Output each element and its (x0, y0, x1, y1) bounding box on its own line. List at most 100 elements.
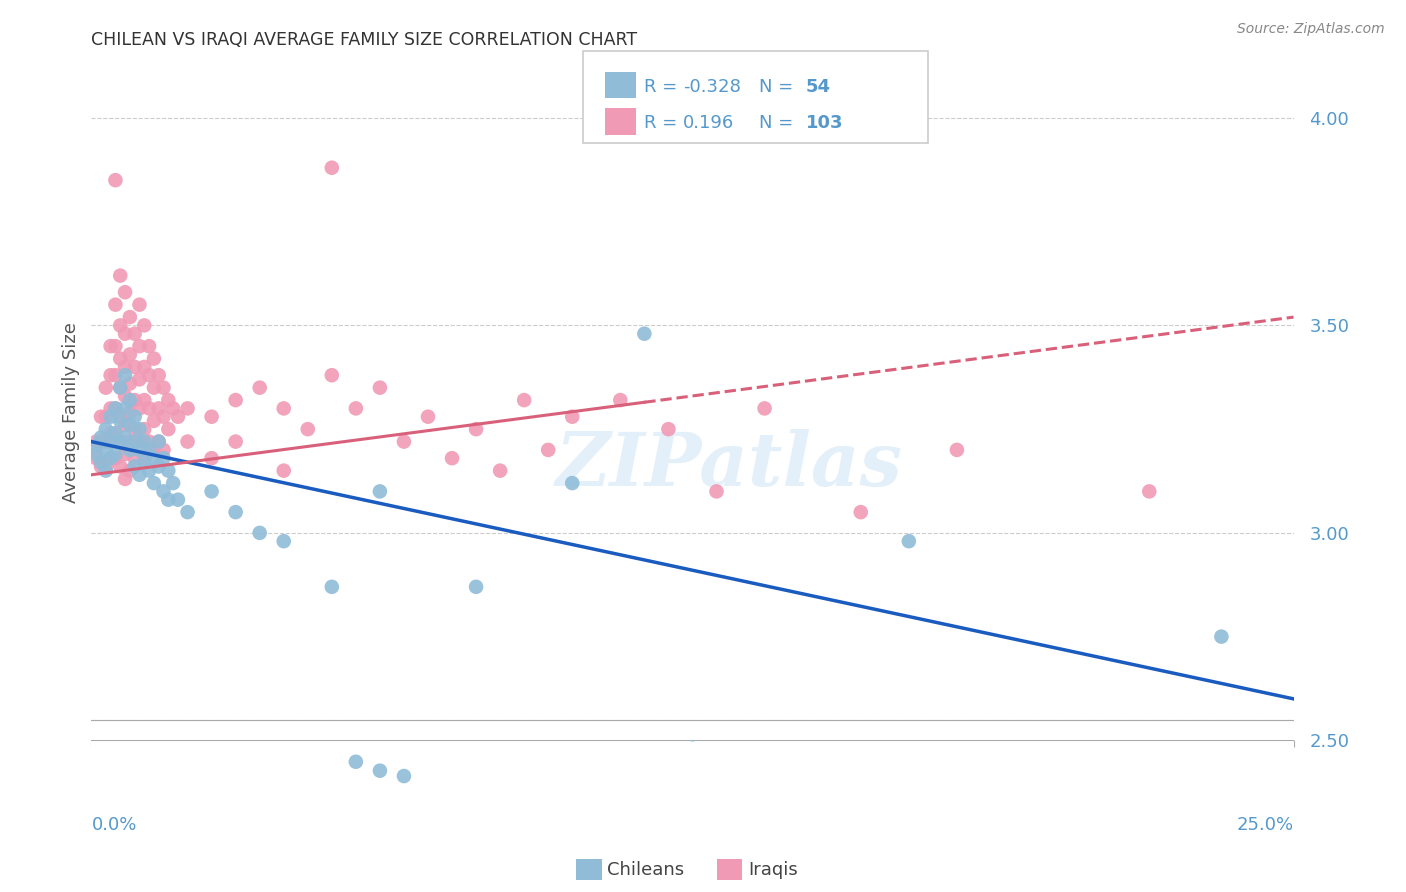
Point (124, 434, 146, 449)
Point (128, 434, 150, 449)
Point (392, 434, 415, 449)
Point (128, 339, 150, 353)
Point (134, 451, 156, 466)
Point (344, 755, 367, 769)
Point (142, 381, 165, 395)
Point (152, 409, 174, 424)
Point (104, 401, 127, 416)
Point (104, 339, 127, 353)
Point (110, 351, 132, 366)
Point (167, 409, 190, 424)
Point (946, 442, 969, 457)
Point (465, 580, 488, 594)
Point (249, 525, 271, 540)
Point (100, 368, 122, 383)
Point (114, 430, 136, 444)
Point (114, 359, 136, 374)
Point (90, 455, 112, 469)
Point (273, 401, 295, 416)
Text: Chileans: Chileans (607, 861, 685, 879)
Text: 0.0%: 0.0% (91, 816, 136, 834)
Point (104, 401, 127, 416)
Point (128, 422, 150, 436)
Point (138, 464, 160, 478)
Point (104, 447, 127, 461)
Point (100, 434, 122, 449)
Point (142, 414, 165, 428)
Point (754, 401, 776, 416)
Point (157, 464, 180, 478)
Point (134, 455, 156, 469)
Text: N =: N = (759, 78, 799, 95)
Point (104, 426, 127, 441)
Point (118, 442, 141, 457)
Text: -0.328: -0.328 (683, 78, 741, 95)
Point (152, 381, 174, 395)
Point (142, 442, 165, 457)
Point (1137, 484, 1160, 499)
Point (94, 422, 117, 436)
Point (114, 368, 136, 383)
Point (114, 285, 136, 300)
Point (100, 451, 122, 466)
Point (225, 505, 247, 519)
Point (84, 451, 107, 466)
Text: ZIPatlas: ZIPatlas (555, 429, 903, 501)
Point (110, 459, 132, 474)
Point (249, 381, 271, 395)
Point (142, 451, 165, 466)
Point (138, 442, 160, 457)
Point (128, 372, 150, 386)
Point (416, 409, 439, 424)
Point (176, 401, 198, 416)
Point (104, 298, 127, 312)
Text: 54: 54 (806, 78, 831, 95)
Point (114, 389, 136, 403)
Point (138, 368, 160, 383)
Point (94, 459, 117, 474)
Point (148, 434, 170, 449)
Point (142, 351, 165, 366)
Point (561, 409, 583, 424)
Point (176, 505, 198, 519)
Text: R =: R = (644, 114, 683, 132)
Point (148, 401, 170, 416)
Point (110, 434, 132, 449)
Point (148, 459, 170, 474)
Point (118, 434, 141, 449)
Text: Iraqis: Iraqis (748, 861, 797, 879)
Point (162, 476, 184, 491)
Point (134, 393, 156, 408)
Point (100, 409, 122, 424)
Point (100, 451, 122, 466)
Point (138, 434, 160, 449)
Point (110, 381, 132, 395)
Point (124, 359, 146, 374)
Point (176, 434, 198, 449)
Point (128, 298, 150, 312)
Point (134, 318, 156, 333)
Point (465, 422, 488, 436)
Point (1211, 630, 1233, 644)
Point (201, 409, 224, 424)
Point (114, 447, 136, 461)
Point (148, 434, 170, 449)
Point (118, 417, 141, 432)
Point (104, 173, 127, 187)
Point (128, 442, 150, 457)
Point (90, 434, 112, 449)
Point (152, 484, 174, 499)
Point (849, 505, 872, 519)
Point (114, 326, 136, 341)
Point (110, 381, 132, 395)
Point (167, 492, 190, 507)
Point (118, 376, 141, 391)
Point (90, 430, 112, 444)
Point (84, 439, 107, 453)
Text: CHILEAN VS IRAQI AVERAGE FAMILY SIZE CORRELATION CHART: CHILEAN VS IRAQI AVERAGE FAMILY SIZE COR… (91, 31, 637, 49)
Point (110, 434, 132, 449)
Point (321, 580, 343, 594)
Text: N =: N = (759, 114, 799, 132)
Point (104, 451, 127, 466)
Point (157, 393, 180, 408)
